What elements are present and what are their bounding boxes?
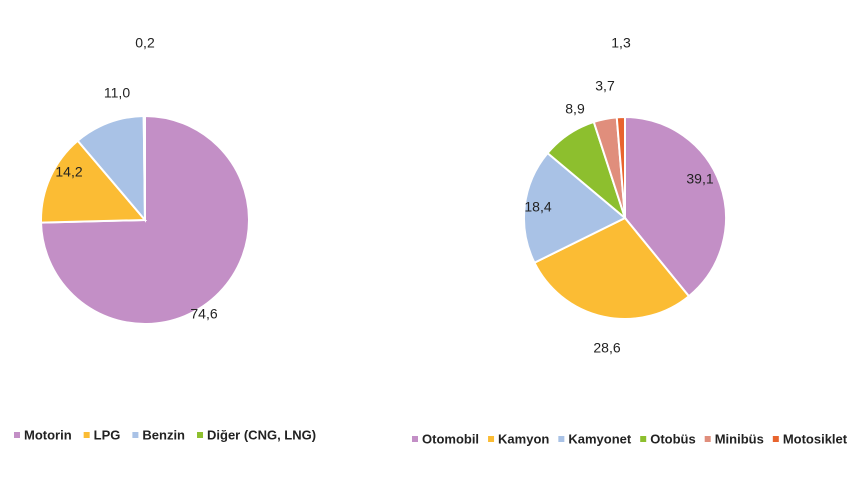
legend-item-minibus: Minibüs bbox=[704, 431, 764, 446]
legend-swatch-motorin bbox=[14, 432, 20, 438]
legend-swatch-motosiklet bbox=[772, 436, 779, 442]
legend-swatch-kamyon bbox=[488, 436, 495, 442]
pie-slice-motorin bbox=[40, 114, 250, 325]
data-label-kamyon: 28,6 bbox=[593, 340, 620, 356]
vehicle-type-pie-chart: 39,1 28,6 18,4 8,9 3,7 1,3 bbox=[523, 35, 727, 356]
legend-label-minibus: Minibüs bbox=[715, 431, 764, 446]
pie-slice-kamyonet bbox=[523, 151, 627, 265]
pie-slice-otomobil bbox=[624, 115, 727, 298]
fuel-type-legend: Motorin LPG Benzin Diğer (CNG, LNG) bbox=[14, 427, 316, 442]
data-label-diger-cng-lng: 0,2 bbox=[135, 35, 155, 51]
legend-item-motosiklet: Motosiklet bbox=[772, 431, 848, 446]
legend-label-kamyonet: Kamyonet bbox=[568, 431, 632, 446]
legend-label-benzin: Benzin bbox=[142, 427, 185, 442]
legend-item-otomobil: Otomobil bbox=[412, 431, 479, 446]
data-label-kamyonet: 18,4 bbox=[524, 199, 551, 215]
legend-item-benzin: Benzin bbox=[132, 427, 185, 442]
legend-label-lpg: LPG bbox=[94, 427, 121, 442]
data-label-otobus: 8,9 bbox=[565, 101, 585, 117]
legend-item-diger-cng-lng: Diğer (CNG, LNG) bbox=[197, 427, 316, 442]
legend-label-diger-cng-lng: Diğer (CNG, LNG) bbox=[207, 427, 316, 442]
data-label-motorin: 74,6 bbox=[190, 306, 217, 322]
legend-item-lpg: LPG bbox=[83, 427, 121, 442]
data-label-motosiklet: 1,3 bbox=[611, 35, 631, 51]
data-label-minibus: 3,7 bbox=[595, 78, 615, 94]
legend-item-otobus: Otobüs bbox=[640, 431, 696, 446]
legend-label-kamyon: Kamyon bbox=[498, 431, 549, 446]
pie-slice-benzin bbox=[76, 114, 147, 223]
legend-swatch-otomobil bbox=[412, 436, 418, 442]
legend-label-otomobil: Otomobil bbox=[422, 431, 479, 446]
data-label-otomobil: 39,1 bbox=[686, 171, 713, 187]
legend-label-otobus: Otobüs bbox=[650, 431, 696, 446]
legend-item-kamyonet: Kamyonet bbox=[558, 431, 632, 446]
legend-swatch-lpg bbox=[83, 432, 90, 438]
legend-swatch-minibus bbox=[704, 436, 711, 442]
legend-swatch-benzin bbox=[132, 432, 139, 438]
pie-slice-lpg bbox=[40, 139, 148, 224]
pie-slice-diger-cng-lng bbox=[142, 114, 146, 221]
legend-label-motosiklet: Motosiklet bbox=[783, 431, 848, 446]
pie-slice-kamyon bbox=[533, 216, 691, 320]
data-label-benzin: 11,0 bbox=[104, 85, 130, 101]
legend-item-kamyon: Kamyon bbox=[488, 431, 549, 446]
fuel-type-pie-chart: 74,6 14,2 11,0 0,2 bbox=[40, 35, 250, 325]
legend-label-motorin: Motorin bbox=[24, 427, 72, 442]
vehicle-type-legend: Otomobil Kamyon Kamyonet Otobüs Minibüs Motos… bbox=[412, 431, 848, 446]
legend-swatch-kamyonet bbox=[558, 436, 565, 442]
data-label-lpg: 14,2 bbox=[55, 164, 82, 180]
legend-swatch-diger-cng-lng bbox=[197, 432, 204, 438]
pie-slice-motosiklet bbox=[615, 115, 626, 219]
legend-swatch-otobus bbox=[640, 436, 647, 442]
legend-item-motorin: Motorin bbox=[14, 427, 72, 442]
